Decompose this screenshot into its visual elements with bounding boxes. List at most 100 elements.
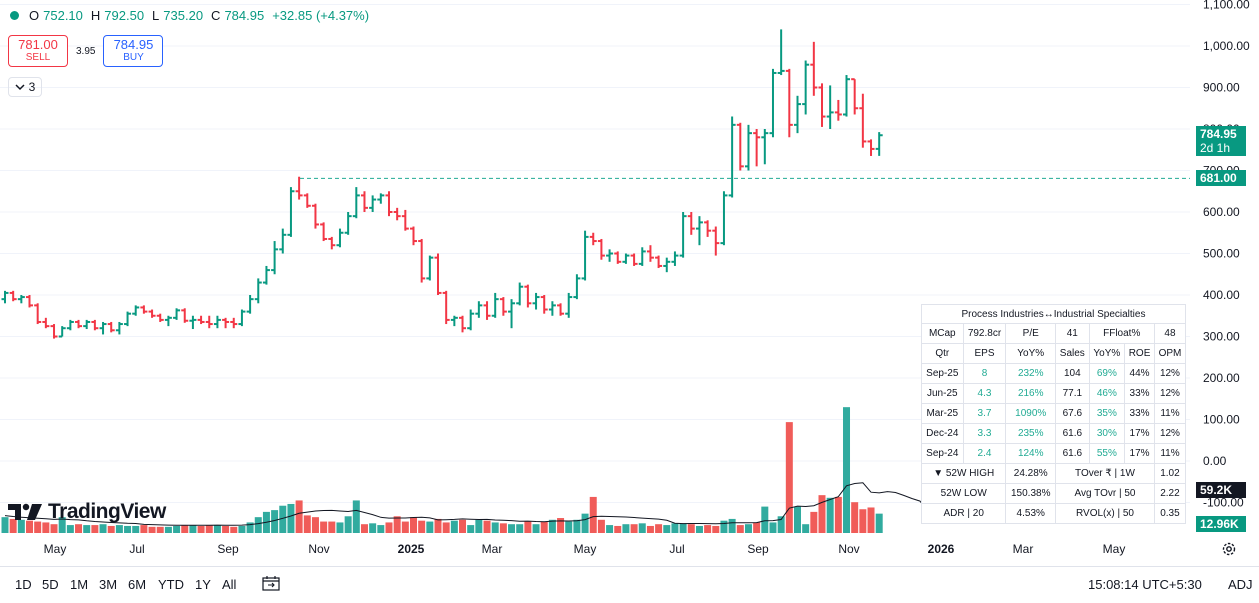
volume-bar xyxy=(777,516,785,533)
market-status-icon xyxy=(10,11,19,20)
table-cell: 11% xyxy=(1153,443,1187,464)
ohlc-bar xyxy=(205,315,213,329)
ohlc-bar xyxy=(655,255,663,269)
ohlc-bar xyxy=(728,116,736,198)
ohlc-bar xyxy=(450,315,458,327)
volume-bar xyxy=(148,526,156,533)
volume-bar xyxy=(303,515,311,533)
timeframe-ytd[interactable]: YTD xyxy=(158,577,184,592)
table-cell: RVOL(x) | 50 xyxy=(1055,503,1155,524)
ohlc-bar xyxy=(164,315,172,327)
table-cell: 8 xyxy=(962,363,1007,384)
volume-bar xyxy=(34,521,42,533)
volume-bar xyxy=(622,524,630,533)
ohlc-bar xyxy=(843,75,851,117)
volume-bar xyxy=(655,524,663,533)
volume-bar xyxy=(58,517,66,533)
ohlc-bar xyxy=(442,290,450,325)
volume-bar xyxy=(508,524,516,533)
price-tick-label: 0.00 xyxy=(1203,454,1227,468)
table-cell: 0.35 xyxy=(1153,503,1187,524)
table-cell: 12% xyxy=(1153,423,1187,444)
ohlc-bar xyxy=(401,209,409,231)
ohlc-bar xyxy=(851,78,859,115)
table-cell: Jun-25 xyxy=(921,383,964,404)
volume-bar xyxy=(818,495,826,533)
pe-label: P/E xyxy=(1005,323,1057,344)
table-title-row: Process Industries↔Industrial Specialtie… xyxy=(921,304,1186,324)
table-header: YoY% xyxy=(1088,343,1126,364)
ohlc-bar xyxy=(834,99,842,121)
ohlc-bar xyxy=(213,315,221,329)
table-cell: Avg TOvr | 50 xyxy=(1055,483,1155,504)
volume-bar xyxy=(548,519,556,533)
timeframe-6m[interactable]: 6M xyxy=(128,577,147,592)
table-cell: 30% xyxy=(1088,423,1126,444)
volume-bar xyxy=(42,522,50,533)
table-header: Sales xyxy=(1055,343,1090,364)
ohlc-bar xyxy=(148,309,156,318)
ohlc-bar xyxy=(524,284,532,308)
mcap-label: MCap xyxy=(921,323,964,344)
ohlc-bar xyxy=(475,301,483,318)
ohlc-bar xyxy=(630,253,638,266)
ohlc-bar xyxy=(704,220,712,237)
volume-bar xyxy=(606,525,614,533)
ohlc-bar xyxy=(622,253,630,264)
ohlc-bar xyxy=(99,321,107,335)
volume-bar xyxy=(434,518,442,533)
table-header: YoY% xyxy=(1005,343,1057,364)
high-label: H xyxy=(90,8,101,23)
calendar-range-icon[interactable] xyxy=(262,575,280,591)
settings-gear-icon[interactable] xyxy=(1221,541,1237,557)
ohlc-bar xyxy=(532,292,540,310)
adj-toggle[interactable]: ADJ xyxy=(1228,577,1253,592)
buy-button[interactable]: 784.95 BUY xyxy=(103,35,164,67)
volume-bar xyxy=(524,521,532,533)
volume-bar xyxy=(271,510,279,533)
volume-ma-tag: 59.2K xyxy=(1196,482,1246,498)
clock-display[interactable]: 15:08:14 UTC+5:30 xyxy=(1088,577,1202,592)
ohlc-bar xyxy=(26,295,34,308)
volume-bar xyxy=(99,524,107,533)
ohlc-bar xyxy=(581,230,589,281)
timeframe-1m[interactable]: 1M xyxy=(70,577,89,592)
ohlc-bar xyxy=(58,326,66,338)
volume-bar xyxy=(246,522,254,533)
table-cell: 67.6 xyxy=(1055,403,1090,424)
table-cell: 55% xyxy=(1088,443,1126,464)
ohlc-bar xyxy=(91,319,99,331)
ohlc-bar xyxy=(614,251,622,264)
volume-bar xyxy=(181,525,189,533)
time-tick-label: Sep xyxy=(217,542,239,556)
ohlc-bar xyxy=(793,95,801,134)
ohlc-bar xyxy=(189,315,197,330)
price-tick-label: 300.00 xyxy=(1203,330,1240,344)
timeframe-3m[interactable]: 3M xyxy=(99,577,118,592)
ohlc-bar xyxy=(499,297,507,316)
volume-bar xyxy=(614,525,622,533)
time-tick-label: Jul xyxy=(129,542,144,556)
ohlc-bar xyxy=(875,132,883,156)
table-header: ROE xyxy=(1124,343,1155,364)
volume-bar xyxy=(75,524,83,533)
tradingview-logo[interactable]: TradingView xyxy=(8,500,166,524)
trade-buttons: 781.00 SELL 3.95 784.95 BUY xyxy=(8,35,164,67)
ohlc-bar xyxy=(785,68,793,138)
indicators-toggle[interactable]: 3 xyxy=(8,77,42,97)
timeframe-5d[interactable]: 5D xyxy=(42,577,59,592)
ohlc-legend: O 752.10 H 792.50 L 735.20 C 784.95 +32.85 (… xyxy=(10,8,373,23)
timeframe-all[interactable]: All xyxy=(222,577,237,592)
ohlc-bar xyxy=(859,93,867,148)
table-cell: Sep-24 xyxy=(921,443,964,464)
volume-bar xyxy=(173,525,181,533)
timeframe-1d[interactable]: 1D xyxy=(15,577,32,592)
ohlc-bar xyxy=(826,85,834,129)
chart-canvas[interactable]: 1,100.001,000.00900.00800.00700.00600.00… xyxy=(0,0,1259,566)
sell-button[interactable]: 781.00 SELL xyxy=(8,35,68,67)
volume-bar xyxy=(720,520,728,533)
volume-bar xyxy=(107,525,115,533)
table-cell: 150.38% xyxy=(1005,483,1057,504)
ohlc-bar xyxy=(9,290,17,302)
timeframe-1y[interactable]: 1Y xyxy=(195,577,211,592)
